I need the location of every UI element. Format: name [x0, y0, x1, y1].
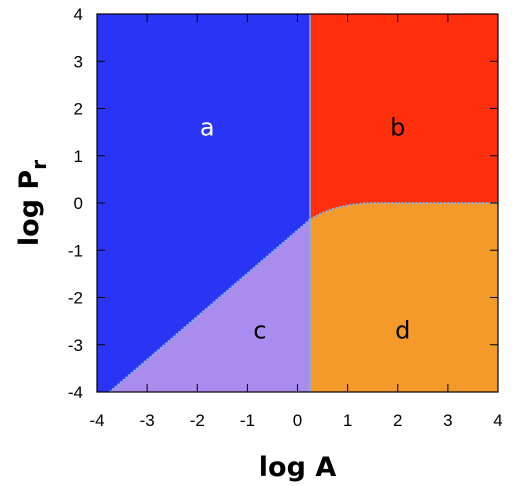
x-tick-label: 0: [293, 411, 302, 430]
x-tick-label: 2: [393, 411, 402, 430]
y-tick-label: -4: [68, 383, 83, 402]
x-axis-title: log A: [259, 452, 337, 483]
region-label-a: a: [200, 113, 215, 141]
x-tick-label: 1: [343, 411, 352, 430]
y-tick-label: -2: [68, 289, 83, 308]
region-label-b: b: [390, 113, 405, 141]
plot-regions: [97, 14, 498, 393]
y-axis-title: log Pr: [14, 160, 51, 246]
y-tick-label: -1: [68, 241, 83, 260]
y-tick-label: 0: [74, 194, 83, 213]
region-c: [109, 219, 311, 392]
region-label-d: d: [395, 317, 410, 345]
x-tick-labels: -4 -3 -2 -1 0 1 2 3 4: [89, 411, 502, 430]
x-tick-label: 3: [443, 411, 452, 430]
axis-ticks: [96, 13, 499, 393]
y-tick-label: 2: [74, 100, 83, 119]
x-tick-label: -1: [240, 411, 255, 430]
curved-boundary: [309, 202, 498, 221]
y-tick-label: 4: [74, 5, 83, 24]
region-label-c: c: [253, 317, 266, 345]
x-tick-label: -4: [89, 411, 104, 430]
x-tick-label: -2: [190, 411, 205, 430]
y-tick-label: 3: [74, 52, 83, 71]
x-tick-label: 4: [493, 411, 502, 430]
region-labels: a b c d: [200, 113, 410, 344]
x-tick-label: -3: [140, 411, 155, 430]
y-tick-label: -3: [68, 336, 83, 355]
y-axis-title-base: log P: [14, 170, 45, 246]
y-tick-label: 1: [74, 147, 83, 166]
y-tick-labels: 4 3 2 1 0 -1 -2 -3 -4: [68, 5, 83, 402]
region-d: [310, 203, 498, 392]
y-axis-title-subscript: r: [27, 160, 51, 170]
